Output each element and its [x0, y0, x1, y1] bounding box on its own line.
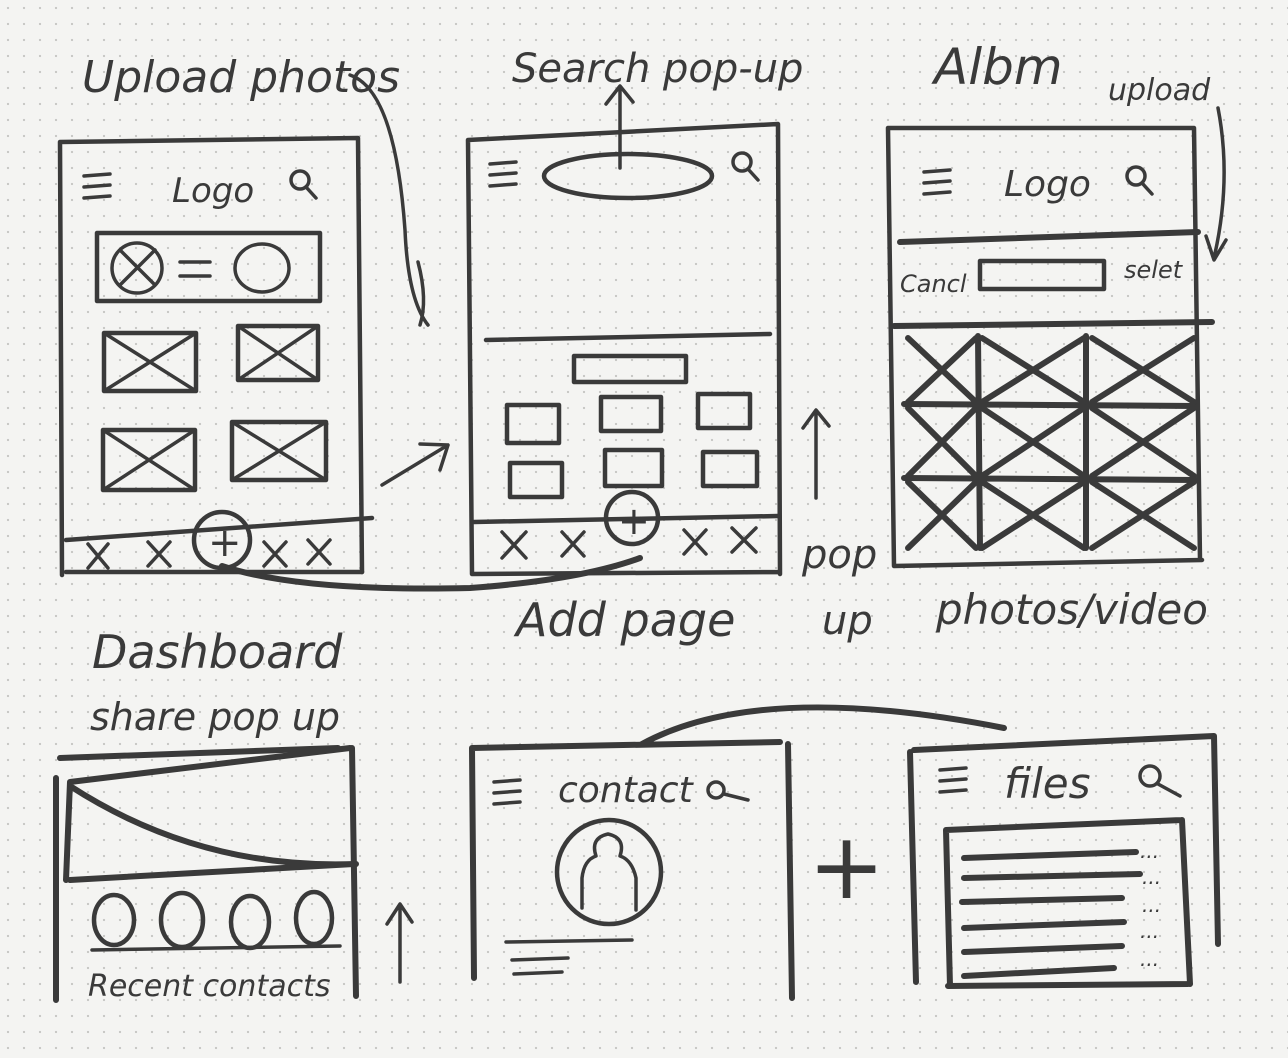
arrow-share-up	[385, 902, 414, 984]
option-card[interactable]	[504, 402, 562, 446]
menu-icon[interactable]	[922, 168, 952, 196]
album-select[interactable]: selet	[1124, 256, 1184, 284]
search-input[interactable]	[541, 151, 715, 201]
recent-contacts-label: Recent contacts	[88, 969, 330, 1004]
contact-avatar[interactable]	[228, 893, 272, 951]
search-icon[interactable]	[1138, 764, 1182, 798]
file-row[interactable]	[961, 965, 1117, 979]
menu-icon[interactable]	[82, 172, 112, 200]
svg-text:+: +	[618, 499, 650, 543]
menu-icon[interactable]	[492, 778, 522, 806]
connector-upload-to-search	[348, 73, 430, 327]
frame-files: files ... ... ... ... ...	[907, 733, 1221, 989]
arrow-to-add-page-head	[416, 260, 426, 327]
album-cancel[interactable]: Cancl	[900, 270, 967, 298]
frame-dashboard: Logo +	[57, 135, 375, 578]
label-album: Albm	[931, 38, 1063, 96]
frame-share-popup: Recent contacts	[53, 745, 359, 1004]
svg-text:...: ...	[1140, 839, 1159, 863]
file-row[interactable]: ...	[961, 865, 1161, 889]
plus-symbol: +	[808, 813, 885, 920]
file-row[interactable]: ...	[961, 839, 1159, 863]
svg-text:...: ...	[1140, 919, 1159, 943]
option-card[interactable]	[507, 460, 565, 500]
upload-banner[interactable]	[94, 230, 323, 304]
add-page-heading-bar	[571, 353, 689, 385]
arrow-upload-to-album	[1204, 106, 1228, 262]
svg-text:...: ...	[1142, 893, 1161, 917]
search-icon[interactable]	[731, 151, 760, 182]
search-icon[interactable]	[1125, 165, 1154, 196]
option-card[interactable]	[602, 447, 665, 489]
search-icon[interactable]	[289, 169, 318, 200]
svg-text:...: ...	[1140, 947, 1159, 971]
profile-avatar[interactable]	[554, 817, 664, 927]
photo-tile[interactable]	[101, 330, 199, 394]
option-card[interactable]	[598, 394, 664, 434]
file-row[interactable]: ...	[959, 893, 1161, 917]
option-card[interactable]	[700, 449, 760, 489]
photo-tile[interactable]	[229, 419, 329, 483]
photo-tile[interactable]	[235, 323, 321, 383]
label-upload: upload	[1108, 73, 1211, 108]
svg-text:...: ...	[1142, 865, 1161, 889]
svg-text:+: +	[208, 520, 242, 566]
label-pop: pop	[801, 532, 877, 578]
arrow-pop-up	[801, 408, 831, 500]
search-icon[interactable]	[706, 780, 750, 802]
label-dashboard: Dashboard	[92, 625, 343, 679]
album-photo-grid[interactable]	[905, 335, 1197, 551]
album-logo: Logo	[1004, 164, 1091, 205]
label-up: up	[822, 598, 873, 644]
contact-avatar[interactable]	[293, 889, 335, 947]
file-row[interactable]: ...	[961, 919, 1159, 943]
label-search-popup: Search pop-up	[512, 46, 803, 92]
label-upload-photos: Upload photos	[82, 52, 400, 103]
menu-icon[interactable]	[938, 766, 968, 794]
label-photos-video: photos/video	[935, 585, 1208, 634]
frame-contact: contact	[469, 739, 795, 1001]
file-row[interactable]: ...	[961, 943, 1159, 971]
album-title-field[interactable]	[977, 258, 1107, 292]
contact-title: contact	[558, 770, 695, 811]
add-button[interactable]: +	[191, 509, 253, 571]
contact-avatar[interactable]	[158, 890, 206, 950]
frame-album: Logo Cancl selet	[885, 125, 1215, 569]
option-card[interactable]	[695, 391, 753, 431]
connector-contact-files	[639, 704, 1007, 747]
contact-avatar[interactable]	[91, 892, 137, 948]
dashboard-logo: Logo	[172, 171, 254, 211]
label-add-page: Add page	[513, 593, 735, 647]
frame-add-page: +	[465, 121, 783, 577]
add-button[interactable]: +	[603, 489, 661, 547]
label-share-popup: share pop up	[90, 695, 340, 739]
photo-tile[interactable]	[100, 427, 198, 493]
arrow-dashboard-to-add	[380, 442, 450, 487]
menu-icon[interactable]	[488, 160, 518, 188]
files-title: files	[1004, 759, 1091, 808]
